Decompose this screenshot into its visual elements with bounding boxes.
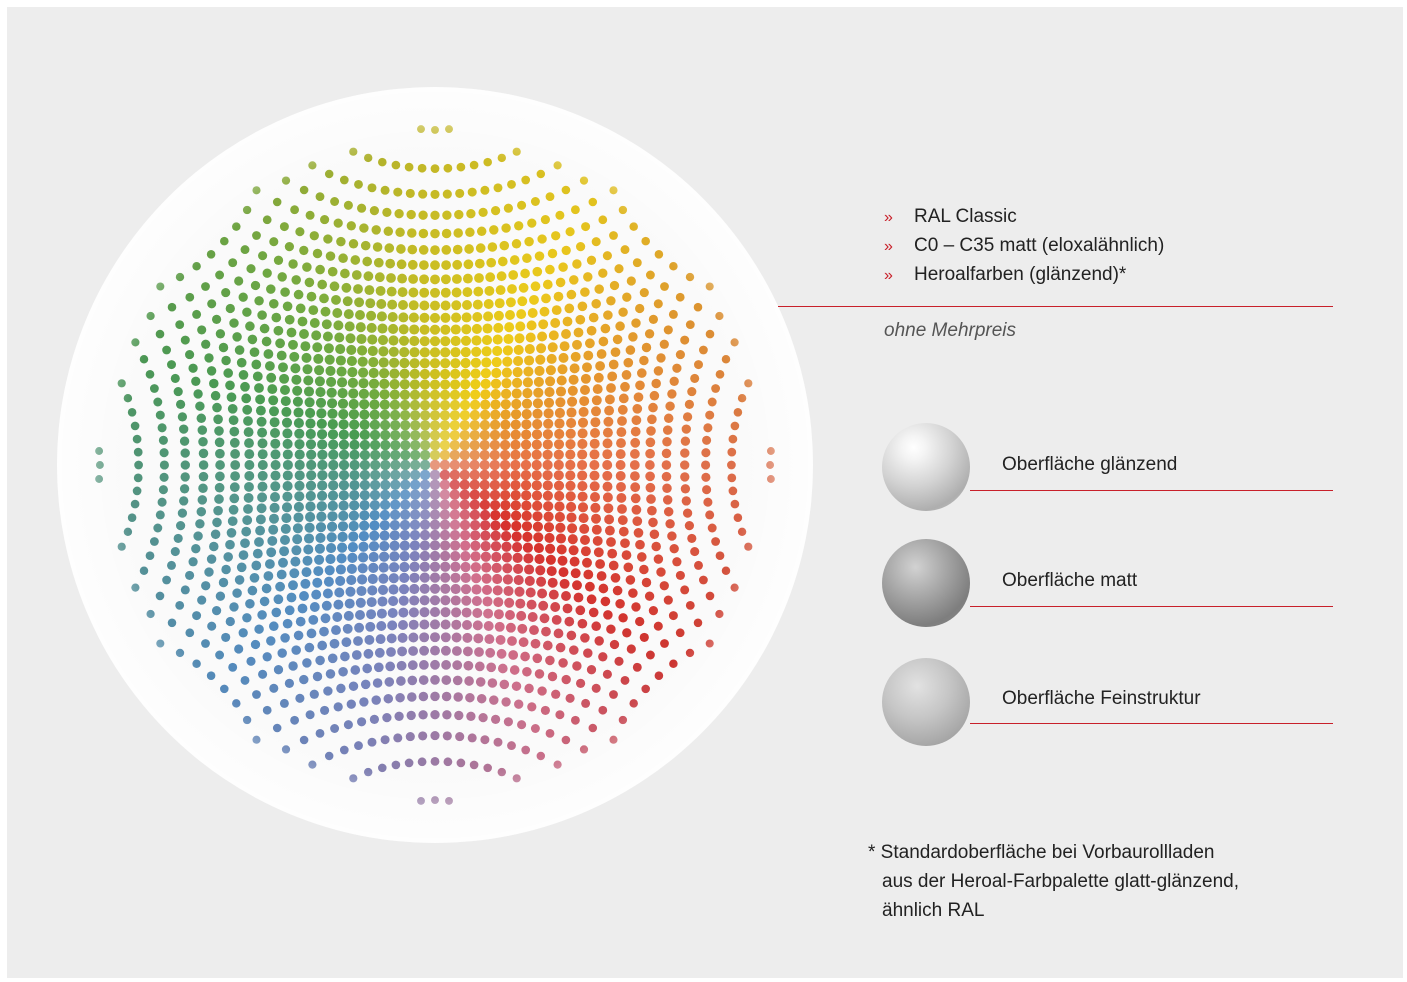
surface-glossy-label: Oberfläche glänzend [1002, 454, 1178, 475]
list-item-label: Heroalfarben (glänzend)* [914, 264, 1127, 285]
surface-fine-texture-label: Oberfläche Feinstruktur [1002, 688, 1201, 709]
fine-texture-sphere-icon [882, 658, 970, 746]
glossy-sphere-icon [882, 423, 970, 511]
price-note: ohne Mehrpreis [884, 320, 1017, 341]
color-options-list: » RAL Classic » C0 – C35 matt (eloxalähnli… [884, 202, 1164, 289]
footnote-line: aus der Heroal-Farbpalette glatt-glänzen… [882, 871, 1239, 892]
footnote: * Standardoberfläche bei Vorbaurollladen… [868, 838, 1239, 925]
chevron-bullet-icon: » [884, 209, 893, 226]
list-item: » Heroalfarben (glänzend)* [884, 260, 1164, 289]
divider-line [778, 306, 1333, 307]
footnote-line: * Standardoberfläche bei Vorbaurollladen [868, 842, 1215, 863]
list-item-label: C0 – C35 matt (eloxalähnlich) [914, 235, 1165, 256]
chevron-bullet-icon: » [884, 267, 893, 284]
list-item: » C0 – C35 matt (eloxalähnlich) [884, 231, 1164, 260]
color-dot-sphere-image [57, 87, 813, 843]
list-item: » RAL Classic [884, 202, 1164, 231]
matte-sphere-icon [882, 539, 970, 627]
footnote-line: ähnlich RAL [882, 900, 985, 921]
divider-line [970, 723, 1333, 724]
surface-matte-label: Oberfläche matt [1002, 570, 1138, 591]
divider-line [970, 490, 1333, 491]
divider-line [970, 606, 1333, 607]
list-item-label: RAL Classic [914, 206, 1017, 227]
chevron-bullet-icon: » [884, 238, 893, 255]
